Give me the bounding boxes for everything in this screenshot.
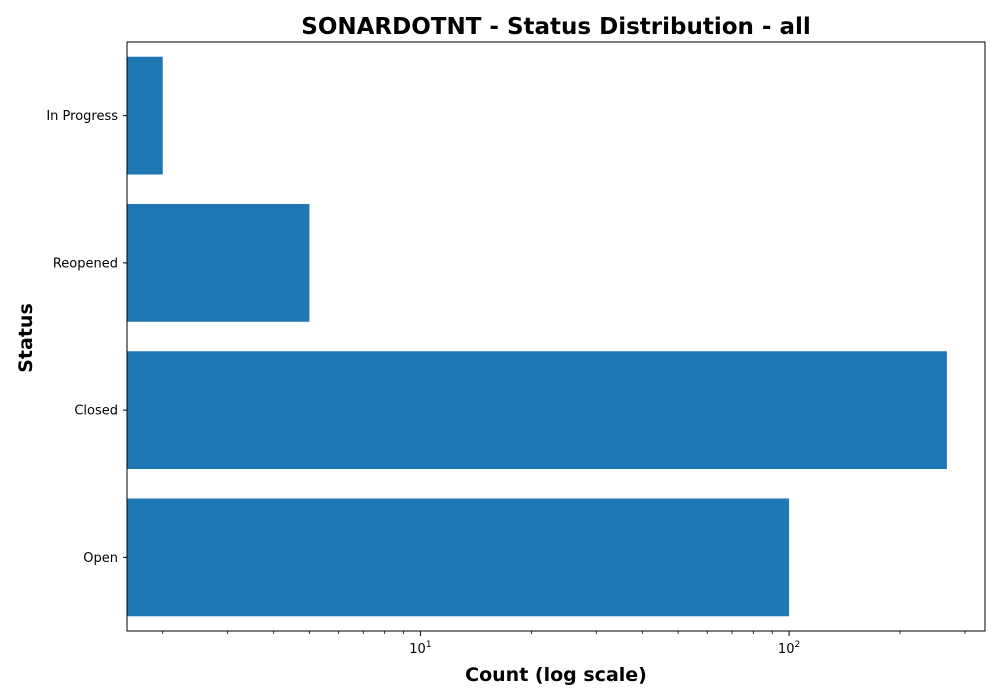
bar-open [127, 498, 790, 617]
y-tick-label: Reopened [53, 256, 118, 271]
x-axis-label: Count (log scale) [465, 664, 647, 686]
y-axis-label: Status [15, 303, 37, 373]
chart-title: SONARDOTNT - Status Distribution - all [301, 14, 810, 40]
bar-in-progress [127, 56, 163, 175]
y-tick-label: Closed [74, 404, 118, 419]
x-tick-label: 101 [409, 640, 431, 657]
plot-area: Open Closed Reopened In Progress 101 102 [46, 41, 986, 657]
bar-closed [127, 351, 947, 470]
x-tick-label: 102 [778, 640, 800, 657]
y-tick-label: In Progress [46, 109, 118, 124]
y-tick-label: Open [83, 551, 118, 566]
plot-frame [126, 41, 986, 632]
bar-reopened [127, 203, 310, 322]
